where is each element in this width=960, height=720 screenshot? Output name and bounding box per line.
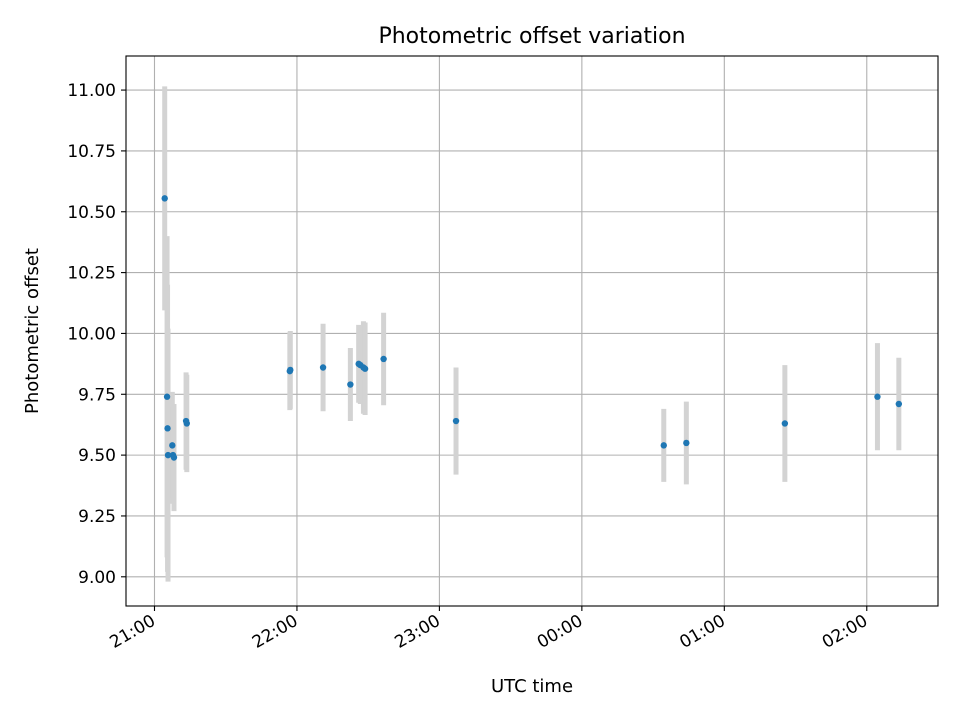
y-tick-label: 11.00 bbox=[67, 81, 116, 101]
data-point bbox=[164, 451, 172, 459]
y-tick-label: 9.25 bbox=[78, 507, 116, 527]
data-point bbox=[164, 425, 171, 432]
y-tick-label: 9.00 bbox=[78, 568, 116, 588]
y-axis-ticks: 9.00 9.25 9.50 9.75 10.00 10.25 10.50 10.75 11.0… bbox=[67, 81, 126, 588]
y-tick-label: 10.75 bbox=[67, 142, 116, 162]
data-point bbox=[170, 454, 178, 461]
data-point bbox=[361, 365, 369, 372]
data-point bbox=[163, 393, 171, 400]
plot-frame bbox=[125, 55, 939, 607]
data-point bbox=[660, 442, 667, 449]
data-points bbox=[161, 195, 903, 461]
data-point bbox=[161, 195, 168, 202]
data-point bbox=[347, 381, 354, 388]
data-point bbox=[380, 355, 387, 363]
y-tick-label: 10.00 bbox=[67, 324, 116, 344]
data-point bbox=[169, 442, 176, 449]
y-axis-label: Photometric offset bbox=[22, 248, 43, 414]
y-tick-label: 9.75 bbox=[78, 385, 116, 405]
data-point bbox=[319, 364, 327, 371]
data-point bbox=[683, 439, 690, 447]
chart-title: Photometric offset variation bbox=[378, 24, 685, 49]
grid-lines bbox=[126, 56, 938, 606]
data-point bbox=[874, 393, 881, 400]
y-tick-label: 10.25 bbox=[67, 264, 116, 284]
data-point bbox=[452, 417, 460, 425]
data-point bbox=[183, 420, 190, 427]
x-axis-label: UTC time bbox=[491, 676, 573, 697]
data-point bbox=[895, 400, 903, 408]
y-tick-label: 10.50 bbox=[67, 203, 116, 223]
data-point bbox=[781, 420, 789, 427]
y-tick-label: 9.50 bbox=[78, 446, 116, 466]
data-point bbox=[287, 366, 294, 374]
